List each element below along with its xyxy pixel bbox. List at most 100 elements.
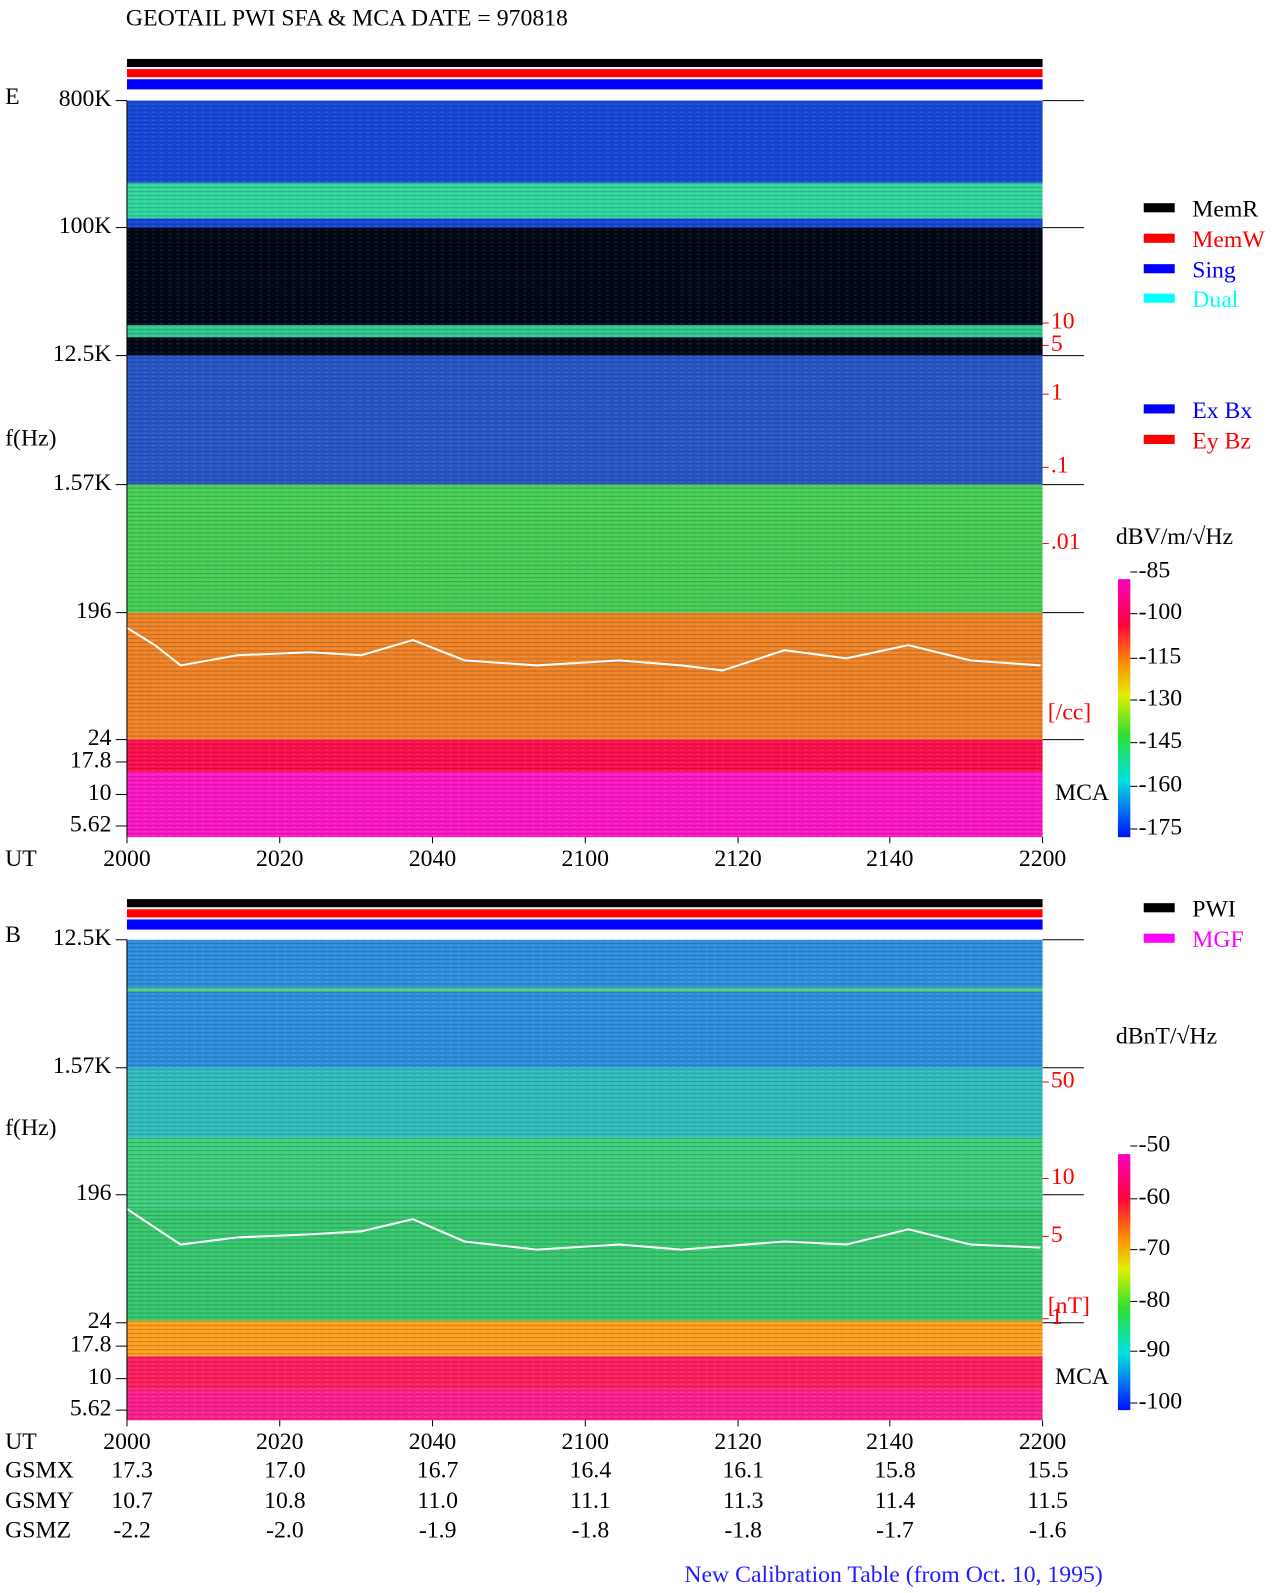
time-label: UT bbox=[5, 846, 37, 872]
orbit-value: 17.3 bbox=[111, 1458, 153, 1484]
time-tick-label: 2140 bbox=[866, 1429, 913, 1455]
orbit-value: -1.9 bbox=[419, 1518, 457, 1544]
time-tick-label: 2020 bbox=[256, 1429, 303, 1455]
orbit-value: 11.3 bbox=[723, 1488, 764, 1514]
freq-tick-label: 24 bbox=[88, 1308, 112, 1334]
orbit-row-label: GSMX bbox=[5, 1458, 74, 1484]
title: GEOTAIL PWI SFA & MCA DATE = 970818 bbox=[126, 6, 568, 32]
orbit-value: 16.7 bbox=[417, 1458, 459, 1484]
freq-tick-label: 800K bbox=[59, 86, 112, 112]
colorbar-tick-label: -115 bbox=[1139, 644, 1182, 670]
freq-tick-label: 17.8 bbox=[70, 747, 112, 773]
time-tick-label: 2040 bbox=[409, 1429, 456, 1455]
orbit-value: 10.8 bbox=[264, 1488, 306, 1514]
time-label: UT bbox=[5, 1429, 37, 1455]
plasma-line bbox=[126, 1208, 1041, 1251]
freq-tick-label: 12.5K bbox=[53, 341, 112, 367]
colorbar-tick-label: -130 bbox=[1139, 686, 1183, 712]
orbit-value: 11.5 bbox=[1027, 1488, 1068, 1514]
spectrum-texture bbox=[126, 939, 1043, 1421]
orbit-value: -2.2 bbox=[113, 1518, 151, 1544]
legend-label: Sing bbox=[1192, 258, 1236, 284]
orbit-value: 15.5 bbox=[1027, 1458, 1069, 1484]
orbit-value: 17.0 bbox=[264, 1458, 306, 1484]
colorbar-tick-label: -160 bbox=[1139, 772, 1183, 798]
status-bar bbox=[126, 79, 1043, 90]
colorbar-tick-label: -85 bbox=[1139, 557, 1171, 583]
freq-tick-label: 5.62 bbox=[70, 811, 112, 837]
orbit-value: 15.8 bbox=[874, 1458, 916, 1484]
freq-tick-label: 5.62 bbox=[70, 1396, 112, 1422]
colorbar-tick-label: -70 bbox=[1139, 1235, 1171, 1261]
colorbar-tick-label: -100 bbox=[1139, 1389, 1183, 1415]
time-tick-label: 2200 bbox=[1019, 846, 1066, 872]
time-tick-label: 2100 bbox=[562, 1429, 609, 1455]
right-tick-label: 10 bbox=[1051, 309, 1075, 335]
freq-tick-label: 196 bbox=[76, 1180, 112, 1206]
panel-label: B bbox=[5, 922, 21, 948]
status-bar bbox=[126, 919, 1043, 930]
y-axis-label: f(Hz) bbox=[5, 1115, 56, 1141]
legend-swatch bbox=[1143, 434, 1175, 444]
legend-swatch bbox=[1143, 203, 1175, 213]
colorbar-tick-label: -80 bbox=[1139, 1287, 1171, 1313]
orbit-value: 11.4 bbox=[875, 1488, 916, 1514]
orbit-row-label: GSMZ bbox=[5, 1518, 71, 1544]
time-tick-label: 2020 bbox=[256, 846, 303, 872]
colorbar-tick-label: -100 bbox=[1139, 599, 1183, 625]
freq-tick-label: 24 bbox=[88, 725, 112, 751]
status-bar bbox=[126, 899, 1043, 908]
freq-tick-label: 10 bbox=[88, 1364, 112, 1390]
orbit-value: 11.0 bbox=[417, 1488, 458, 1514]
freq-tick-label: 17.8 bbox=[70, 1332, 112, 1358]
time-tick-label: 2200 bbox=[1019, 1429, 1066, 1455]
right-tick-label: 5 bbox=[1051, 331, 1063, 357]
time-tick-label: 2140 bbox=[866, 846, 913, 872]
right-tick-label: 1 bbox=[1051, 380, 1063, 406]
legend-label: Ex Bx bbox=[1192, 398, 1252, 424]
orbit-value: -1.7 bbox=[876, 1518, 914, 1544]
time-tick-label: 2000 bbox=[103, 846, 150, 872]
time-tick-label: 2000 bbox=[103, 1429, 150, 1455]
mca-label: MCA bbox=[1055, 780, 1109, 806]
legend-swatch bbox=[1143, 293, 1175, 303]
colorbar-tick-label: -60 bbox=[1139, 1184, 1171, 1210]
colorbar bbox=[1117, 579, 1131, 838]
freq-tick-label: 10 bbox=[88, 780, 112, 806]
freq-tick-label: 12.5K bbox=[53, 925, 112, 951]
status-bar bbox=[126, 69, 1043, 78]
colorbar-unit: dBV/m/√Hz bbox=[1116, 524, 1233, 550]
freq-tick-label: 1.57K bbox=[53, 470, 112, 496]
colorbar-unit: dBnT/√Hz bbox=[1116, 1024, 1217, 1050]
panel-label: E bbox=[5, 84, 20, 110]
right-tick-label: 1 bbox=[1051, 1304, 1063, 1330]
status-bar bbox=[126, 909, 1043, 918]
legend-label: MemW bbox=[1192, 227, 1265, 253]
legend-swatch bbox=[1143, 233, 1175, 243]
freq-tick-label: 1.57K bbox=[53, 1053, 112, 1079]
freq-tick-label: 100K bbox=[59, 213, 112, 239]
freq-tick-label: 196 bbox=[76, 598, 112, 624]
legend-swatch bbox=[1143, 404, 1175, 414]
right-tick-label: 10 bbox=[1051, 1164, 1075, 1190]
time-tick-label: 2100 bbox=[562, 846, 609, 872]
right-tick-label: 50 bbox=[1051, 1068, 1075, 1094]
right-tick-label: .1 bbox=[1051, 453, 1069, 479]
y-axis-label: f(Hz) bbox=[5, 425, 56, 451]
legend-swatch bbox=[1143, 264, 1175, 274]
legend-label: PWI bbox=[1192, 897, 1236, 923]
right-unit: [nT] bbox=[1048, 1293, 1090, 1319]
orbit-value: -1.8 bbox=[572, 1518, 610, 1544]
time-tick-label: 2040 bbox=[409, 846, 456, 872]
orbit-value: -2.0 bbox=[266, 1518, 304, 1544]
legend-swatch bbox=[1143, 933, 1175, 943]
orbit-value: 16.1 bbox=[722, 1458, 764, 1484]
colorbar-tick-label: -90 bbox=[1139, 1337, 1171, 1363]
orbit-value: 11.1 bbox=[570, 1488, 611, 1514]
orbit-value: 10.7 bbox=[111, 1488, 153, 1514]
colorbar bbox=[1117, 1154, 1131, 1411]
right-tick-label: .01 bbox=[1051, 529, 1081, 555]
legend-swatch bbox=[1143, 903, 1175, 913]
right-tick-label: 5 bbox=[1051, 1222, 1063, 1248]
